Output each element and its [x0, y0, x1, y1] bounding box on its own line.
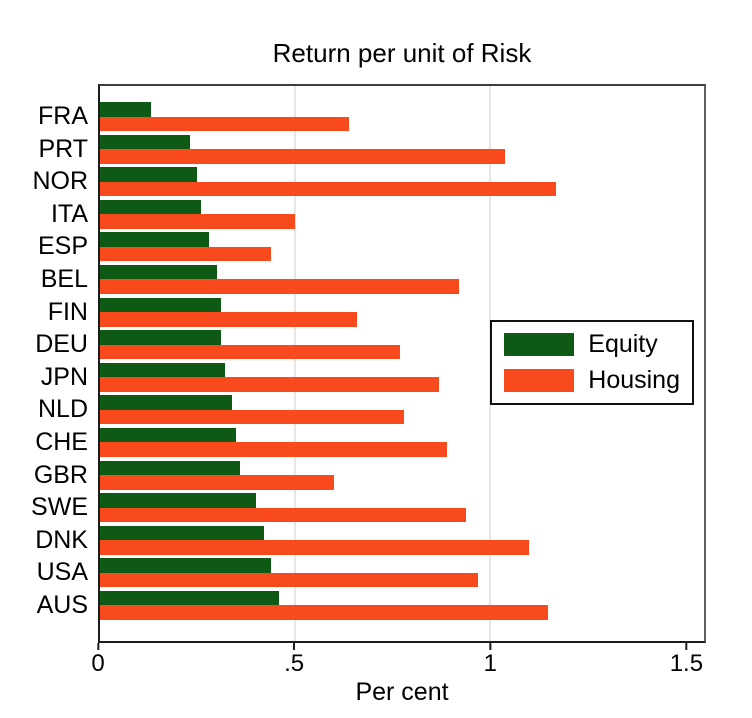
bar-group-nld: [100, 395, 704, 425]
plot-area: Equity Housing: [98, 84, 706, 643]
y-tick-label-gbr: GBR: [33, 460, 88, 489]
gridline: [488, 86, 491, 641]
housing-bar-ita: [100, 214, 295, 229]
x-axis: 0 .5 1 1.5: [91, 643, 706, 683]
y-tick-label-prt: PRT: [38, 134, 88, 163]
x-tick-mark: [96, 643, 99, 650]
equity-bar-che: [100, 427, 237, 443]
y-tick-label-nor: NOR: [32, 167, 88, 196]
housing-bar-bel: [100, 279, 459, 294]
equity-bar-bel: [100, 264, 217, 280]
bar-group-usa: [100, 558, 704, 588]
bar-group-che: [100, 427, 704, 457]
legend-label: Equity: [588, 330, 658, 358]
equity-swatch: [504, 333, 575, 356]
housing-bar-nld: [100, 409, 404, 425]
housing-bar-dnk: [100, 540, 529, 555]
y-tick-label-che: CHE: [35, 427, 88, 456]
bar-group-nor: [100, 167, 704, 197]
housing-bar-aus: [100, 605, 549, 620]
bar-group-fin: [100, 297, 704, 327]
y-tick-label-bel: BEL: [40, 264, 88, 293]
bar-group-aus: [100, 590, 704, 620]
bar-group-ita: [100, 199, 704, 229]
housing-bar-usa: [100, 572, 478, 588]
bar-group-dnk: [100, 525, 704, 555]
y-tick-label-esp: ESP: [37, 232, 88, 261]
x-tick-label: 1.5: [669, 650, 704, 677]
bar-group-gbr: [100, 460, 704, 490]
y-tick-label-dnk: DNK: [35, 525, 88, 554]
legend: Equity Housing: [490, 320, 694, 405]
x-axis-title: Per cent: [355, 678, 449, 706]
housing-bar-deu: [100, 344, 401, 360]
x-tick-mark: [685, 643, 688, 650]
equity-bar-aus: [100, 590, 280, 606]
y-axis-labels: FRA PRT NOR ITA ESP BEL FIN DEU JPN NLD CHE GBR SWE D…: [0, 102, 92, 620]
equity-bar-dnk: [100, 525, 264, 541]
chart-title: Return per unit of Risk: [272, 38, 532, 68]
housing-bar-jpn: [100, 377, 440, 392]
x-tick-mark: [293, 643, 296, 650]
housing-bar-prt: [100, 149, 506, 164]
bar-group-jpn: [100, 362, 704, 392]
x-tick-1: 1: [484, 643, 497, 677]
bar-group-bel: [100, 264, 704, 294]
housing-bar-fra: [100, 116, 350, 131]
equity-bar-deu: [100, 330, 221, 345]
legend-label: Housing: [588, 366, 680, 394]
y-tick-label-fin: FIN: [47, 297, 88, 326]
equity-bar-prt: [100, 134, 190, 150]
legend-item-housing: Housing: [504, 367, 680, 394]
bar-group-fra: [100, 102, 704, 131]
legend-item-equity: Equity: [504, 331, 680, 358]
y-tick-label-aus: AUS: [36, 590, 88, 619]
equity-bar-jpn: [100, 362, 225, 378]
y-tick-label-usa: USA: [36, 558, 88, 587]
x-tick-label: .5: [284, 650, 305, 677]
y-tick-label-deu: DEU: [35, 330, 88, 359]
equity-bar-nor: [100, 167, 198, 182]
gridline: [293, 86, 296, 641]
equity-bar-ita: [100, 199, 202, 215]
x-tick-mark: [489, 643, 492, 650]
housing-bar-nor: [100, 181, 556, 197]
y-tick-label-ita: ITA: [50, 199, 88, 228]
x-tick-label: 1: [483, 650, 497, 677]
housing-bar-che: [100, 442, 447, 457]
housing-bar-fin: [100, 312, 358, 327]
equity-bar-gbr: [100, 460, 241, 476]
y-tick-label-fra: FRA: [38, 102, 88, 130]
x-tick-label: 0: [91, 650, 105, 677]
equity-bar-usa: [100, 558, 272, 573]
bar-group-swe: [100, 493, 704, 523]
housing-bar-esp: [100, 246, 272, 262]
x-tick-15: 1.5: [670, 643, 703, 677]
bar-group-prt: [100, 134, 704, 164]
bar-group-esp: [100, 232, 704, 262]
equity-bar-nld: [100, 395, 233, 410]
equity-bar-esp: [100, 232, 210, 247]
equity-bar-fin: [100, 297, 221, 313]
y-tick-label-swe: SWE: [31, 493, 88, 522]
bar-group-deu: [100, 330, 704, 360]
housing-swatch: [504, 369, 575, 392]
y-tick-label-nld: NLD: [37, 395, 88, 424]
x-tick-5: .5: [284, 643, 304, 677]
equity-bar-swe: [100, 493, 256, 508]
bars-region: [100, 102, 704, 620]
housing-bar-swe: [100, 507, 467, 523]
equity-bar-fra: [100, 102, 151, 117]
x-tick-0: 0: [91, 643, 105, 677]
y-tick-label-jpn: JPN: [40, 362, 88, 391]
housing-bar-gbr: [100, 475, 334, 490]
